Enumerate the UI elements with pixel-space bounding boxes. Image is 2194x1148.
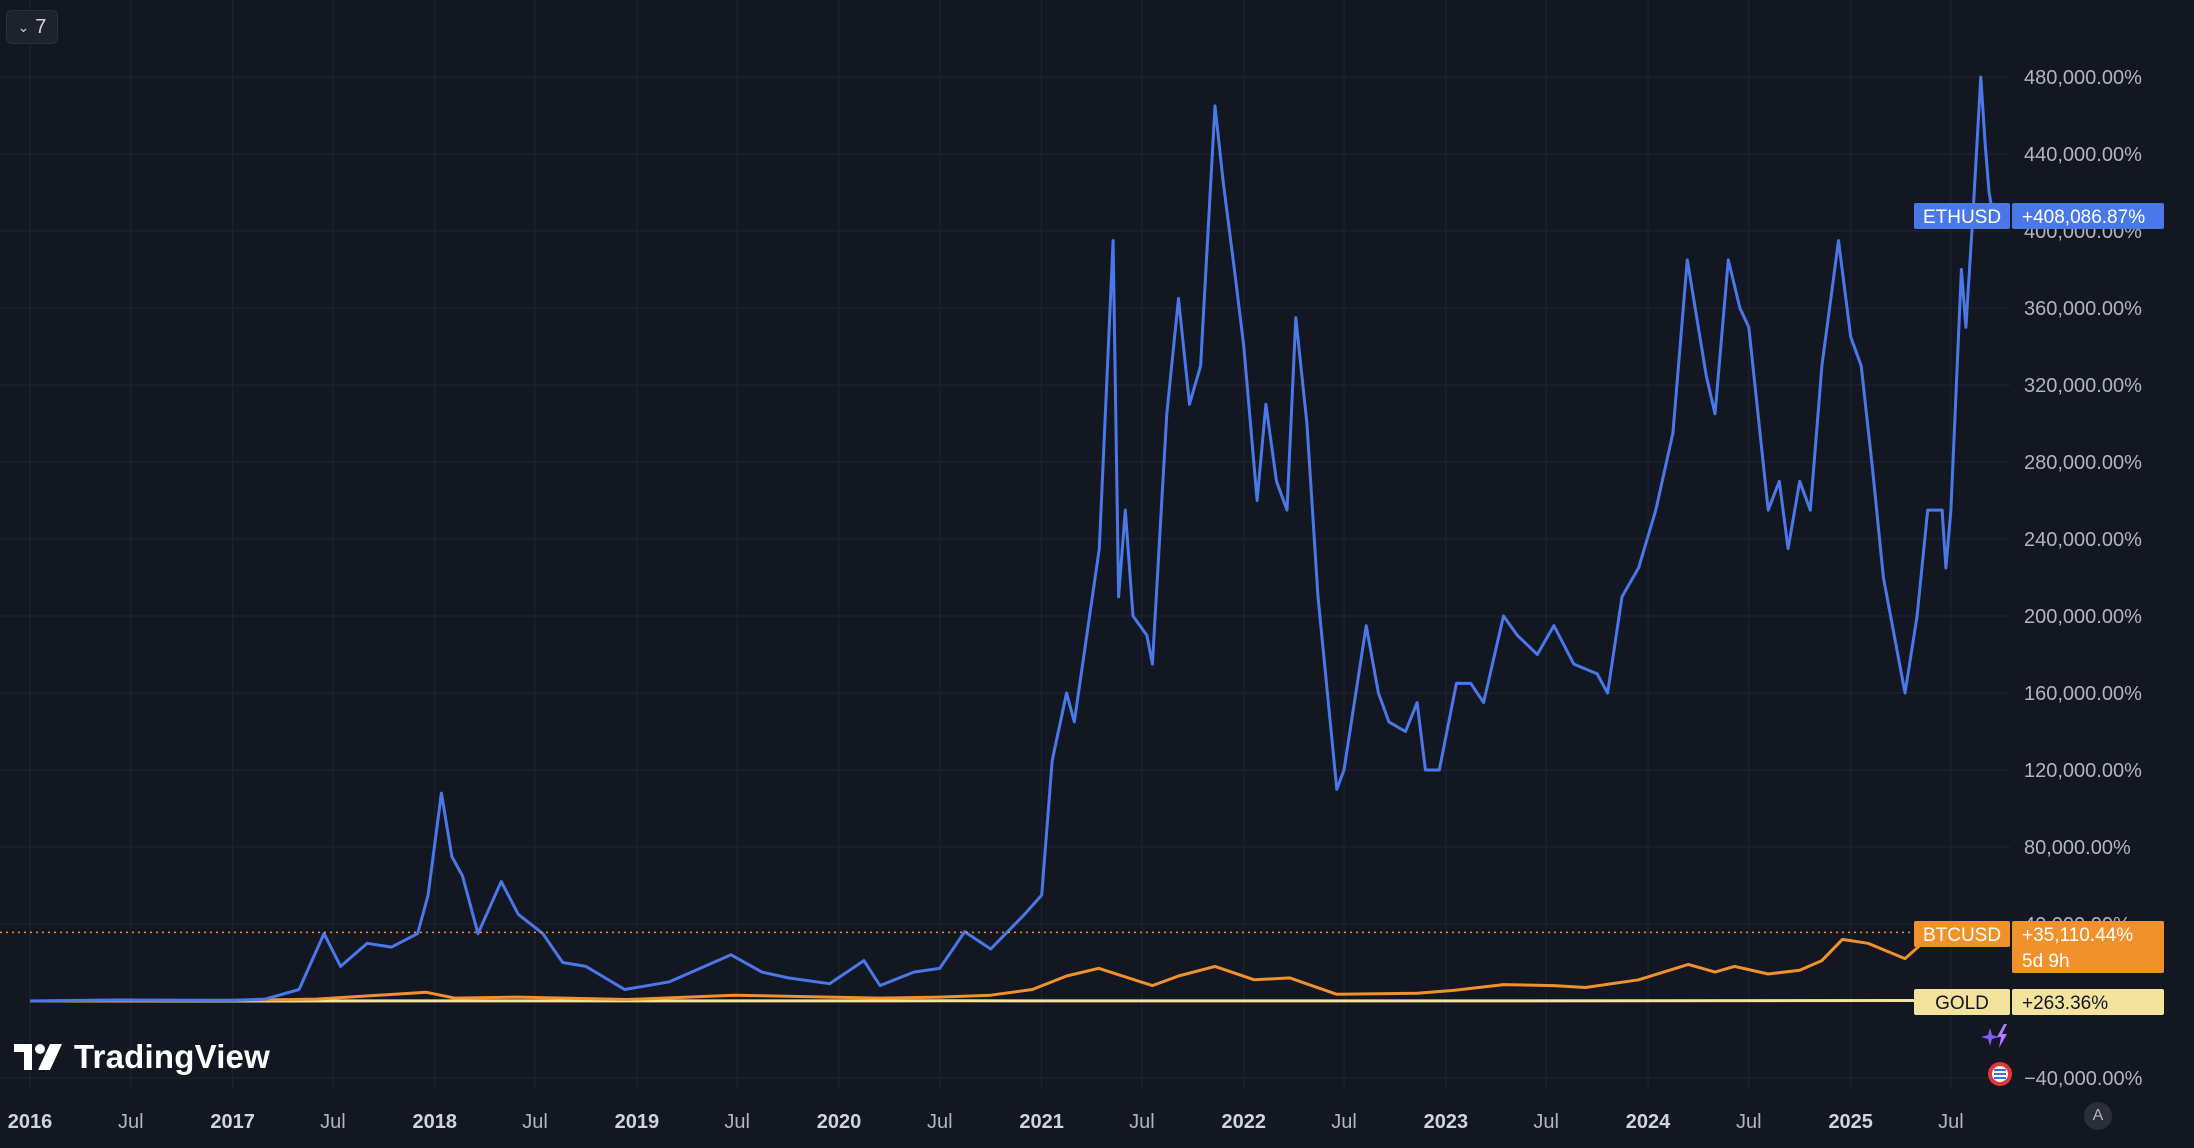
y-tick-label: 200,000.00% (2024, 606, 2142, 628)
badge-countdown: 5d 9h (2022, 951, 2070, 972)
badge-name-box (1914, 921, 2010, 947)
badge-series-name: GOLD (1935, 993, 1989, 1014)
y-tick-label: 440,000.00% (2024, 144, 2142, 166)
series-line-btcusd (29, 928, 1994, 1003)
badge-btcusd[interactable]: BTCUSD +35,110.44% 5d 9h (1914, 921, 2164, 973)
x-tick-label: 2017 (210, 1111, 255, 1133)
chevron-down-icon: ⌄ (17, 18, 30, 35)
y-tick-label: 120,000.00% (2024, 760, 2142, 782)
collapse-indicators-button[interactable]: ⌄ 7 (6, 10, 58, 44)
y-tick-label: 80,000.00% (2024, 837, 2131, 859)
badge-value: +408,086.87% (2022, 207, 2145, 228)
x-tick-label: 2024 (1626, 1111, 1671, 1133)
badge-name-box (1914, 203, 2010, 229)
badge-ethusd[interactable]: ETHUSD +408,086.87% (1914, 203, 2164, 229)
sparkle-icon[interactable] (1980, 1020, 2014, 1054)
x-tick-label: Jul (927, 1111, 953, 1133)
x-tick-label: 2019 (615, 1111, 660, 1133)
y-tick-label: 280,000.00% (2024, 452, 2142, 474)
badge-name-box (1914, 989, 2010, 1015)
x-tick-label: Jul (724, 1111, 750, 1133)
grid-lines (0, 0, 2010, 1090)
indicator-count: 7 (35, 15, 47, 38)
x-tick-label: 2021 (1019, 1111, 1064, 1133)
y-tick-label: −40,000.00% (2024, 1068, 2143, 1090)
tradingview-logo[interactable]: TradingView (12, 1038, 270, 1076)
badge-value: +263.36% (2022, 993, 2108, 1014)
badge-value-box (2012, 203, 2164, 229)
tradingview-logo-icon (14, 1044, 62, 1070)
x-tick-label: 2025 (1828, 1111, 1873, 1133)
y-tick-label: 240,000.00% (2024, 529, 2142, 551)
x-tick-label: Jul (1331, 1111, 1357, 1133)
y-tick-label: 160,000.00% (2024, 683, 2142, 705)
x-tick-label: Jul (118, 1111, 144, 1133)
badge-value: +35,110.44% (2022, 925, 2133, 946)
badge-value-box (2012, 921, 2164, 973)
x-tick-label: 2022 (1222, 1111, 1267, 1133)
badge-gold[interactable]: GOLD +263.36% (1914, 989, 2164, 1015)
badge-value-box (2012, 989, 2164, 1015)
x-tick-label: Jul (522, 1111, 548, 1133)
x-tick-label: Jul (1533, 1111, 1559, 1133)
y-tick-label: 320,000.00% (2024, 375, 2142, 397)
y-tick-label: 360,000.00% (2024, 298, 2142, 320)
events-flag-icon[interactable] (1986, 1058, 2012, 1090)
x-tick-label: 2016 (8, 1111, 53, 1133)
series-value-badges: ETHUSD +408,086.87% BTCUSD +35,110.44% 5d 9h… (1914, 203, 2164, 1015)
badge-series-name: ETHUSD (1923, 207, 2001, 228)
time-axis[interactable]: 2016 Jul 2017 Jul 2018 Jul 2019 Jul 2020 Jul 2021 J… (8, 1111, 1964, 1133)
series-line-ethusd (29, 75, 1995, 1003)
series-lines (0, 75, 2010, 1003)
x-tick-label: 2023 (1424, 1111, 1469, 1133)
auto-scale-button[interactable]: A (2084, 1102, 2112, 1130)
brand-name: TradingView (74, 1038, 270, 1075)
x-tick-label: Jul (1736, 1111, 1762, 1133)
x-tick-label: Jul (320, 1111, 346, 1133)
x-tick-label: Jul (1938, 1111, 1964, 1133)
x-tick-label: 2020 (817, 1111, 862, 1133)
series-line-gold (29, 999, 1994, 1003)
x-tick-label: 2018 (413, 1111, 458, 1133)
badge-series-name: BTCUSD (1923, 925, 2001, 946)
x-tick-label: Jul (1129, 1111, 1155, 1133)
y-tick-label: 480,000.00% (2024, 67, 2142, 89)
